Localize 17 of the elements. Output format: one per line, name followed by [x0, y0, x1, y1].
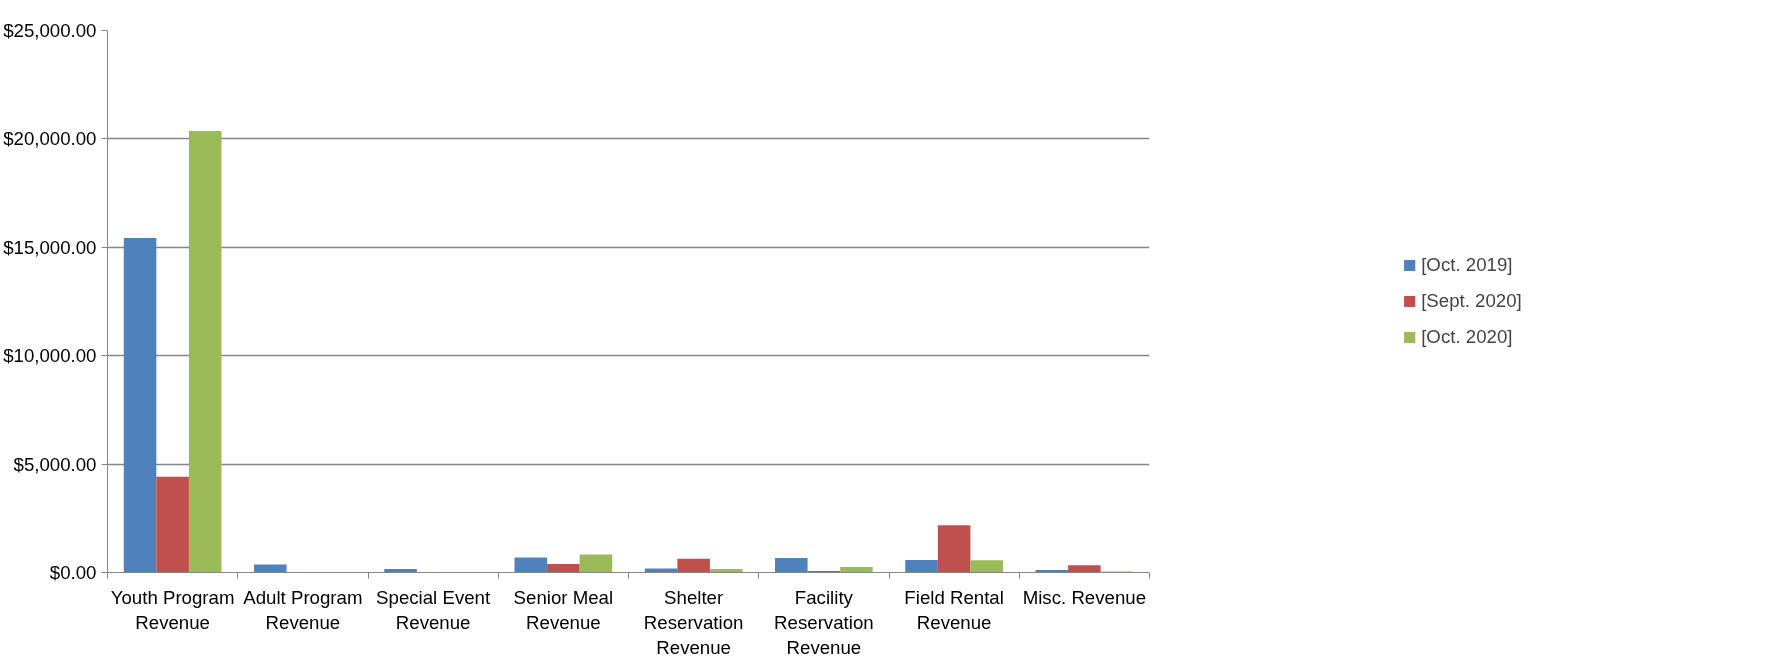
x-tick-label: Senior Meal Revenue — [513, 586, 614, 633]
x-tick-label: Adult Program Revenue — [243, 586, 363, 633]
y-tick-label: $25,000.00 — [3, 20, 97, 41]
y-tick-label: $10,000.00 — [3, 345, 97, 367]
x-tick-label: Misc. Revenue — [1022, 586, 1147, 608]
x-tick-label: Field Rental Revenue — [904, 586, 1004, 633]
legend-label: [Oct. 2020] — [1421, 326, 1513, 348]
y-tick-label: $5,000.00 — [13, 453, 97, 475]
y-tick-label: $20,000.00 — [3, 128, 97, 150]
x-tick-label: Facility Reservation Revenue — [774, 586, 874, 658]
legend-label: [Sept. 2020] — [1421, 290, 1522, 312]
y-tick-label: $15,000.00 — [3, 236, 97, 258]
x-tick-label: Shelter Reservation Revenue — [643, 586, 744, 658]
legend-label: [Oct. 2019] — [1421, 254, 1513, 276]
y-tick-label: $0.00 — [49, 562, 97, 583]
x-tick-label: Youth Program Revenue — [110, 586, 235, 633]
x-tick-label: Special Event Revenue — [376, 586, 491, 633]
